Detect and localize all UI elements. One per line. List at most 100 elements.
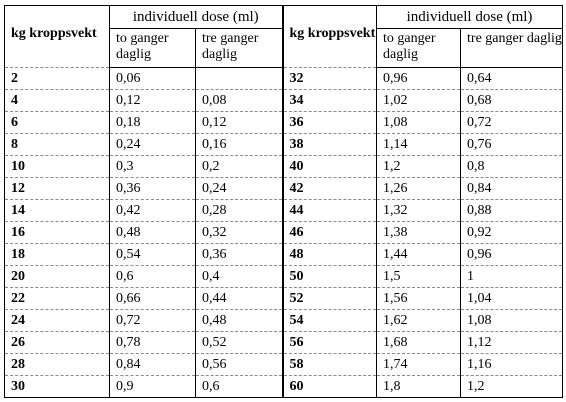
dose-twice-cell: 1,02 xyxy=(376,89,462,112)
dose-twice-cell: 0,72 xyxy=(109,309,196,332)
dose-thrice-cell: 1,16 xyxy=(460,353,564,376)
dose-thrice-cell: 1,12 xyxy=(460,331,564,354)
table-row: 30 0,9 0,6 60 1,8 1,2 xyxy=(4,375,564,398)
dose-thrice-cell: 0,8 xyxy=(460,155,564,178)
dose-twice-cell: 0,24 xyxy=(109,133,196,156)
kg-cell: 30 xyxy=(4,375,110,398)
group-header-row: kg kroppsvekt individuell dose (ml) kg k… xyxy=(4,5,564,68)
kg-cell: 14 xyxy=(4,199,110,222)
kg-cell: 8 xyxy=(4,133,110,156)
dose-twice-cell: 0,36 xyxy=(109,177,196,200)
dose-twice-cell: 1,8 xyxy=(376,375,462,398)
table-row: 24 0,72 0,48 54 1,62 1,08 xyxy=(4,309,564,332)
dose-twice-cell: 1,5 xyxy=(376,265,462,288)
table-row: 4 0,12 0,08 34 1,02 0,68 xyxy=(4,89,564,112)
kg-header-right: kg kroppsvekt xyxy=(281,5,378,68)
dose-thrice-cell: 0,56 xyxy=(194,353,284,376)
dose-thrice-cell: 0,12 xyxy=(194,111,284,134)
dose-thrice-cell: 0,76 xyxy=(460,133,564,156)
dose-twice-cell: 0,84 xyxy=(109,353,196,376)
table-row: 12 0,36 0,24 42 1,26 0,84 xyxy=(4,177,564,200)
kg-cell: 60 xyxy=(281,375,378,398)
table-row: 20 0,6 0,4 50 1,5 1 xyxy=(4,265,564,288)
kg-cell: 40 xyxy=(281,155,378,178)
dose-thrice-cell: 1,04 xyxy=(460,287,564,310)
kg-cell: 38 xyxy=(281,133,378,156)
column-header-row: to ganger daglig tre ganger daglig to ga… xyxy=(5,28,564,68)
kg-cell: 32 xyxy=(281,67,378,90)
kg-cell: 46 xyxy=(281,221,378,244)
dose-twice-cell: 1,44 xyxy=(376,243,462,266)
dose-thrice-cell: 0,44 xyxy=(194,287,284,310)
table-row: 6 0,18 0,12 36 1,08 0,72 xyxy=(4,111,564,134)
dose-thrice-cell: 0,08 xyxy=(194,89,284,112)
table-row: 2 0,06 32 0,96 0,64 xyxy=(4,67,564,90)
dose-thrice-cell: 1 xyxy=(460,265,564,288)
kg-cell: 12 xyxy=(4,177,110,200)
kg-cell: 26 xyxy=(4,331,110,354)
dose-table-body: kg kroppsvekt individuell dose (ml) kg k… xyxy=(4,5,564,398)
dose-twice-cell: 0,54 xyxy=(109,243,196,266)
dose-twice-cell: 1,08 xyxy=(376,111,462,134)
dose-table: kg kroppsvekt individuell dose (ml) kg k… xyxy=(4,5,564,398)
dose-thrice-cell: 0,72 xyxy=(460,111,564,134)
dose-twice-cell: 1,14 xyxy=(376,133,462,156)
dose-thrice-cell: 0,28 xyxy=(194,199,284,222)
kg-cell: 58 xyxy=(281,353,378,376)
dose-group-header-right: individuell dose (ml) xyxy=(376,5,564,29)
table-row: 8 0,24 0,16 38 1,14 0,76 xyxy=(4,133,564,156)
dose-thrice-cell: 0,88 xyxy=(460,199,564,222)
dose-thrice-cell: 0,48 xyxy=(194,309,284,332)
dose-twice-cell: 0,18 xyxy=(109,111,196,134)
dose-thrice-cell: 0,92 xyxy=(460,221,564,244)
dose-thrice-cell: 0,4 xyxy=(194,265,284,288)
dose-twice-cell: 0,96 xyxy=(376,67,462,90)
kg-cell: 54 xyxy=(281,309,378,332)
dose-twice-cell: 1,74 xyxy=(376,353,462,376)
table-row: 26 0,78 0,52 56 1,68 1,12 xyxy=(4,331,564,354)
dose-thrice-cell: 1,2 xyxy=(460,375,564,398)
dose-twice-cell: 1,2 xyxy=(376,155,462,178)
table-row: 28 0,84 0,56 58 1,74 1,16 xyxy=(4,353,564,376)
kg-cell: 2 xyxy=(4,67,110,90)
col-twice-header-right: to ganger daglig xyxy=(376,28,462,68)
kg-cell: 50 xyxy=(281,265,378,288)
table-row: 22 0,66 0,44 52 1,56 1,04 xyxy=(4,287,564,310)
dose-twice-cell: 1,62 xyxy=(376,309,462,332)
dose-thrice-cell: 0,16 xyxy=(194,133,284,156)
dose-twice-cell: 1,38 xyxy=(376,221,462,244)
kg-header-left: kg kroppsvekt xyxy=(4,5,110,68)
col-thrice-header-left: tre ganger daglig xyxy=(194,28,284,68)
dose-twice-cell: 1,56 xyxy=(376,287,462,310)
kg-cell: 16 xyxy=(4,221,110,244)
dose-thrice-cell: 0,36 xyxy=(194,243,284,266)
col-twice-header-left: to ganger daglig xyxy=(109,28,196,68)
dose-twice-cell: 0,3 xyxy=(109,155,196,178)
kg-cell: 48 xyxy=(281,243,378,266)
table-row: 10 0,3 0,2 40 1,2 0,8 xyxy=(4,155,564,178)
kg-cell: 24 xyxy=(4,309,110,332)
dose-thrice-cell: 0,68 xyxy=(460,89,564,112)
dose-thrice-cell: 0,64 xyxy=(460,67,564,90)
dose-twice-cell: 0,48 xyxy=(109,221,196,244)
dose-thrice-cell: 0,96 xyxy=(460,243,564,266)
dose-thrice-cell: 0,84 xyxy=(460,177,564,200)
dose-thrice-cell: 0,32 xyxy=(194,221,284,244)
kg-cell: 6 xyxy=(4,111,110,134)
col-thrice-header-right: tre ganger daglig xyxy=(460,28,564,68)
dose-twice-cell: 0,12 xyxy=(109,89,196,112)
kg-cell: 52 xyxy=(281,287,378,310)
dose-twice-cell: 0,9 xyxy=(109,375,196,398)
dose-group-header-left: individuell dose (ml) xyxy=(108,5,284,29)
kg-cell: 28 xyxy=(4,353,110,376)
dose-twice-cell: 1,26 xyxy=(376,177,462,200)
kg-cell: 42 xyxy=(281,177,378,200)
table-row: 14 0,42 0,28 44 1,32 0,88 xyxy=(4,199,564,222)
dose-thrice-cell xyxy=(194,67,284,90)
dose-twice-cell: 0,66 xyxy=(109,287,196,310)
kg-cell: 34 xyxy=(281,89,378,112)
dose-thrice-cell: 0,6 xyxy=(194,375,284,398)
table-row: 18 0,54 0,36 48 1,44 0,96 xyxy=(4,243,564,266)
dose-twice-cell: 1,32 xyxy=(376,199,462,222)
dose-twice-cell: 0,42 xyxy=(109,199,196,222)
